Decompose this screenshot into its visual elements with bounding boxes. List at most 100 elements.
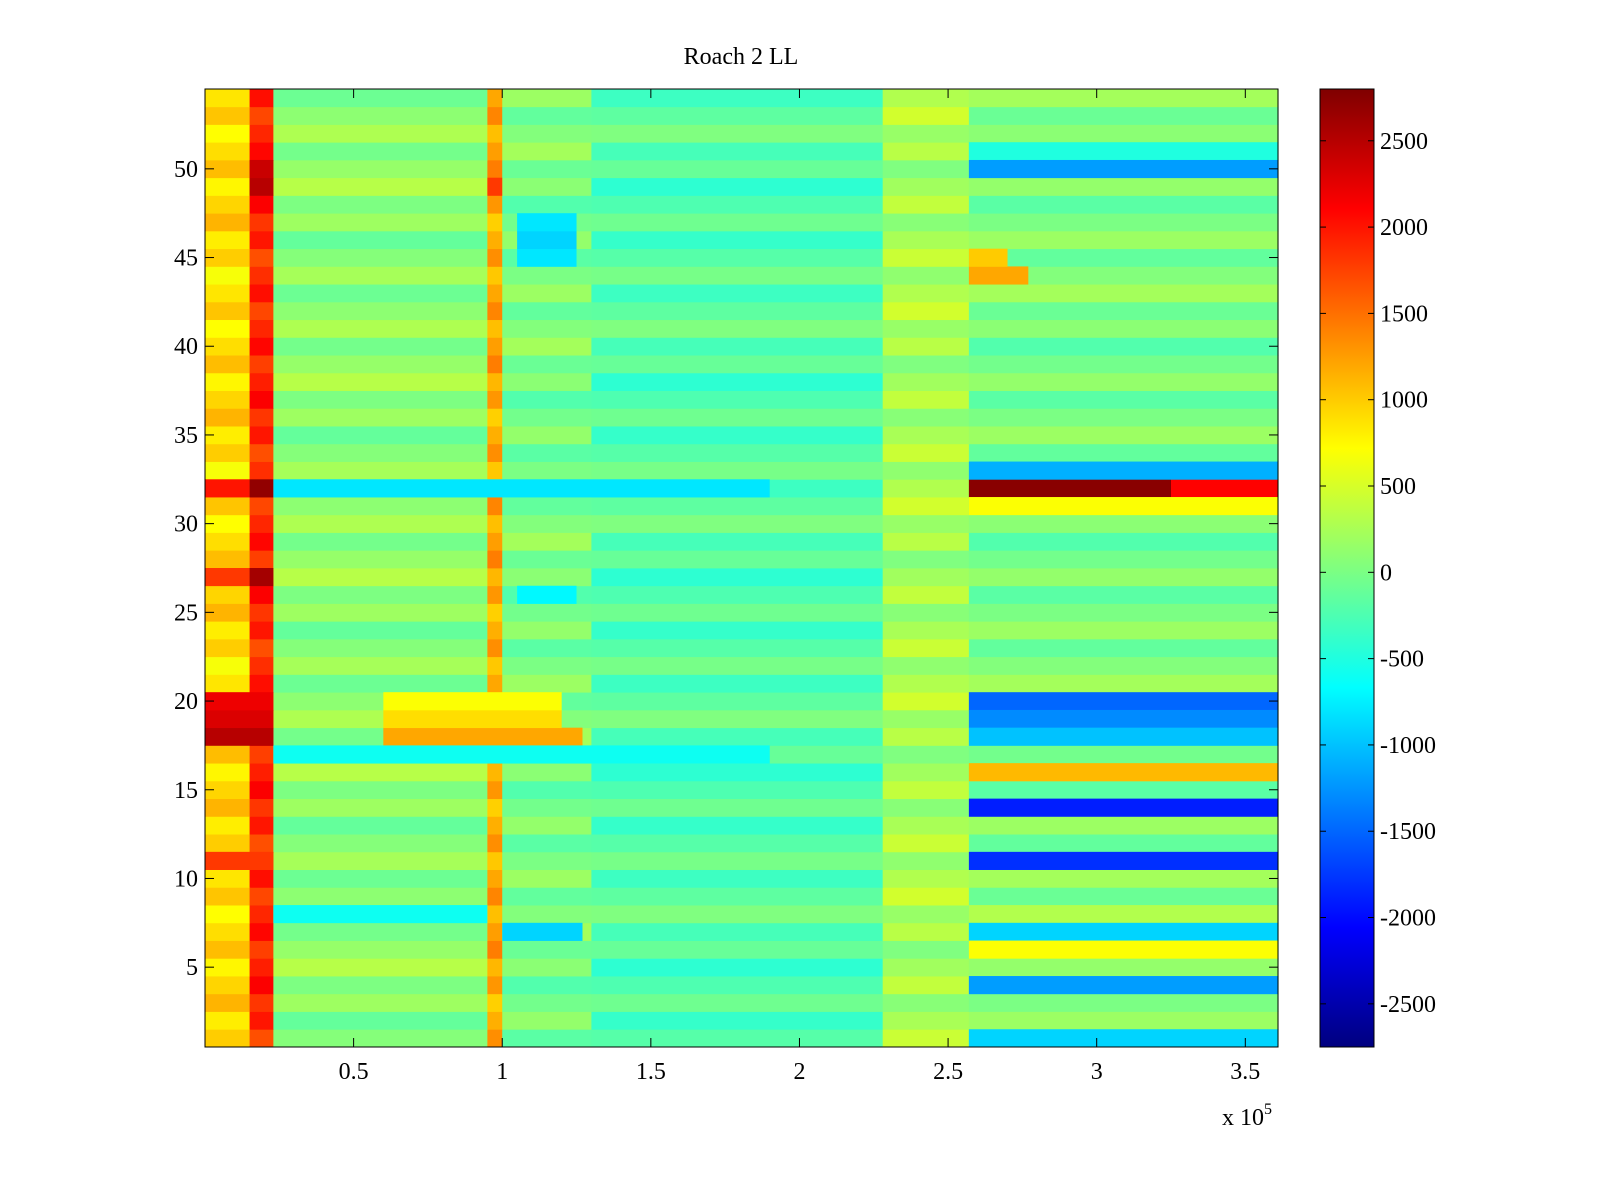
heatmap-cell — [273, 106, 488, 125]
heatmap-cell — [273, 142, 488, 161]
heatmap-cell — [273, 674, 488, 693]
heatmap-cell — [487, 780, 503, 800]
heatmap-cell — [591, 905, 884, 924]
heatmap-cell — [249, 514, 274, 533]
heatmap-cell — [968, 976, 1278, 995]
y-tick-label: 15 — [174, 778, 198, 804]
heatmap-cell — [249, 603, 274, 622]
heatmap-cell — [502, 621, 592, 640]
heatmap-cell — [968, 940, 1278, 959]
heatmap-cell — [502, 763, 592, 782]
heatmap-cell — [502, 780, 592, 800]
heatmap-cell — [502, 550, 592, 569]
y-tick-label: 30 — [174, 512, 198, 538]
heatmap-cell — [487, 905, 503, 924]
heatmap-cell — [502, 106, 592, 125]
heatmap-cell — [502, 390, 592, 409]
heatmap-cell — [968, 248, 1279, 267]
heatmap-cell — [273, 124, 488, 143]
heatmap-cell — [591, 319, 884, 338]
heatmap-cell — [968, 851, 1278, 870]
heatmap-cell — [273, 89, 488, 108]
heatmap-cell — [968, 479, 1171, 498]
heatmap-cell — [487, 195, 503, 214]
x-tick-label: 3 — [1091, 1059, 1103, 1085]
heatmap-cell — [591, 497, 884, 516]
heatmap-cell — [591, 922, 884, 941]
heatmap-cell — [502, 958, 592, 977]
heatmap-cell — [249, 159, 274, 179]
y-tick-label: 20 — [174, 689, 198, 715]
heatmap-cell — [487, 958, 503, 977]
plot-area-frame — [204, 88, 1279, 1048]
heatmap-cell — [383, 709, 562, 729]
heatmap-cell — [968, 532, 1279, 551]
heatmap-cell — [591, 514, 884, 533]
heatmap-cell — [273, 230, 488, 250]
x-tick-label: 1 — [496, 1059, 508, 1085]
heatmap-cell — [591, 89, 884, 108]
colorbar-tick-label: 1500 — [1380, 301, 1428, 327]
heatmap-cell — [591, 763, 884, 782]
heatmap-cell — [591, 337, 884, 356]
heatmap-cell — [487, 514, 503, 533]
heatmap-cell — [487, 940, 503, 959]
chart-title: Roach 2 LL — [684, 44, 799, 70]
heatmap-cell — [205, 372, 251, 391]
heatmap-cell — [383, 692, 562, 711]
heatmap-cell — [205, 887, 251, 906]
heatmap-cell — [487, 319, 503, 338]
heatmap-cell — [487, 798, 503, 817]
heatmap-cell — [591, 887, 884, 906]
colorbar-axis: 2500 2000 1500 1000 500 0 -500 -1000 -1500 -2000 -… — [1320, 129, 1436, 1018]
heatmap-cell — [273, 514, 488, 533]
heatmap-cell — [517, 213, 577, 232]
heatmap-cell — [249, 869, 274, 888]
heatmap-cell — [249, 266, 274, 285]
heatmap-cell — [205, 89, 251, 108]
heatmap-cell — [487, 1011, 503, 1030]
heatmap-cell — [273, 532, 488, 551]
heatmap-cell — [591, 692, 884, 711]
heatmap-cell — [487, 443, 503, 462]
heatmap-cell — [249, 780, 274, 800]
heatmap-cell — [273, 1029, 488, 1048]
heatmap-cell — [205, 1029, 251, 1048]
y-tick-label: 5 — [186, 955, 198, 981]
heatmap-cell — [882, 603, 970, 622]
heatmap-cell — [249, 461, 274, 480]
heatmap-cell — [487, 976, 503, 995]
heatmap-cell — [273, 461, 488, 480]
y-tick-label: 40 — [174, 334, 198, 360]
heatmap-cell — [249, 426, 274, 445]
heatmap-cell — [882, 745, 970, 764]
heatmap-cell — [882, 1029, 970, 1048]
heatmap-cell — [1170, 479, 1278, 498]
heatmap-cell — [502, 834, 592, 853]
y-tick-label: 10 — [174, 866, 198, 892]
heatmap-cell — [591, 195, 884, 214]
heatmap-cell — [882, 195, 970, 214]
heatmap-cell — [205, 958, 251, 977]
heatmap-cell — [487, 461, 503, 480]
heatmap-cell — [487, 284, 503, 303]
heatmap-cell — [882, 940, 970, 959]
heatmap-cell — [249, 585, 274, 604]
heatmap-cell — [273, 568, 488, 587]
colorbar-tick-label: 1000 — [1380, 388, 1428, 414]
y-tick-label: 25 — [174, 600, 198, 626]
heatmap-cell — [882, 621, 970, 640]
heatmap-cell — [273, 337, 488, 356]
heatmap-cell — [249, 1011, 274, 1030]
heatmap-cell — [205, 248, 251, 267]
heatmap-cell — [882, 1011, 970, 1030]
x-tick-label: 2 — [793, 1059, 805, 1085]
heatmap-cell — [273, 479, 770, 498]
heatmap-cell — [968, 798, 1278, 817]
heatmap-cell — [882, 887, 970, 906]
heatmap-cell — [273, 213, 488, 232]
heatmap-cell — [205, 142, 251, 161]
heatmap-cell — [591, 532, 884, 551]
heatmap-cell — [591, 426, 884, 445]
heatmap-cell — [502, 798, 592, 817]
